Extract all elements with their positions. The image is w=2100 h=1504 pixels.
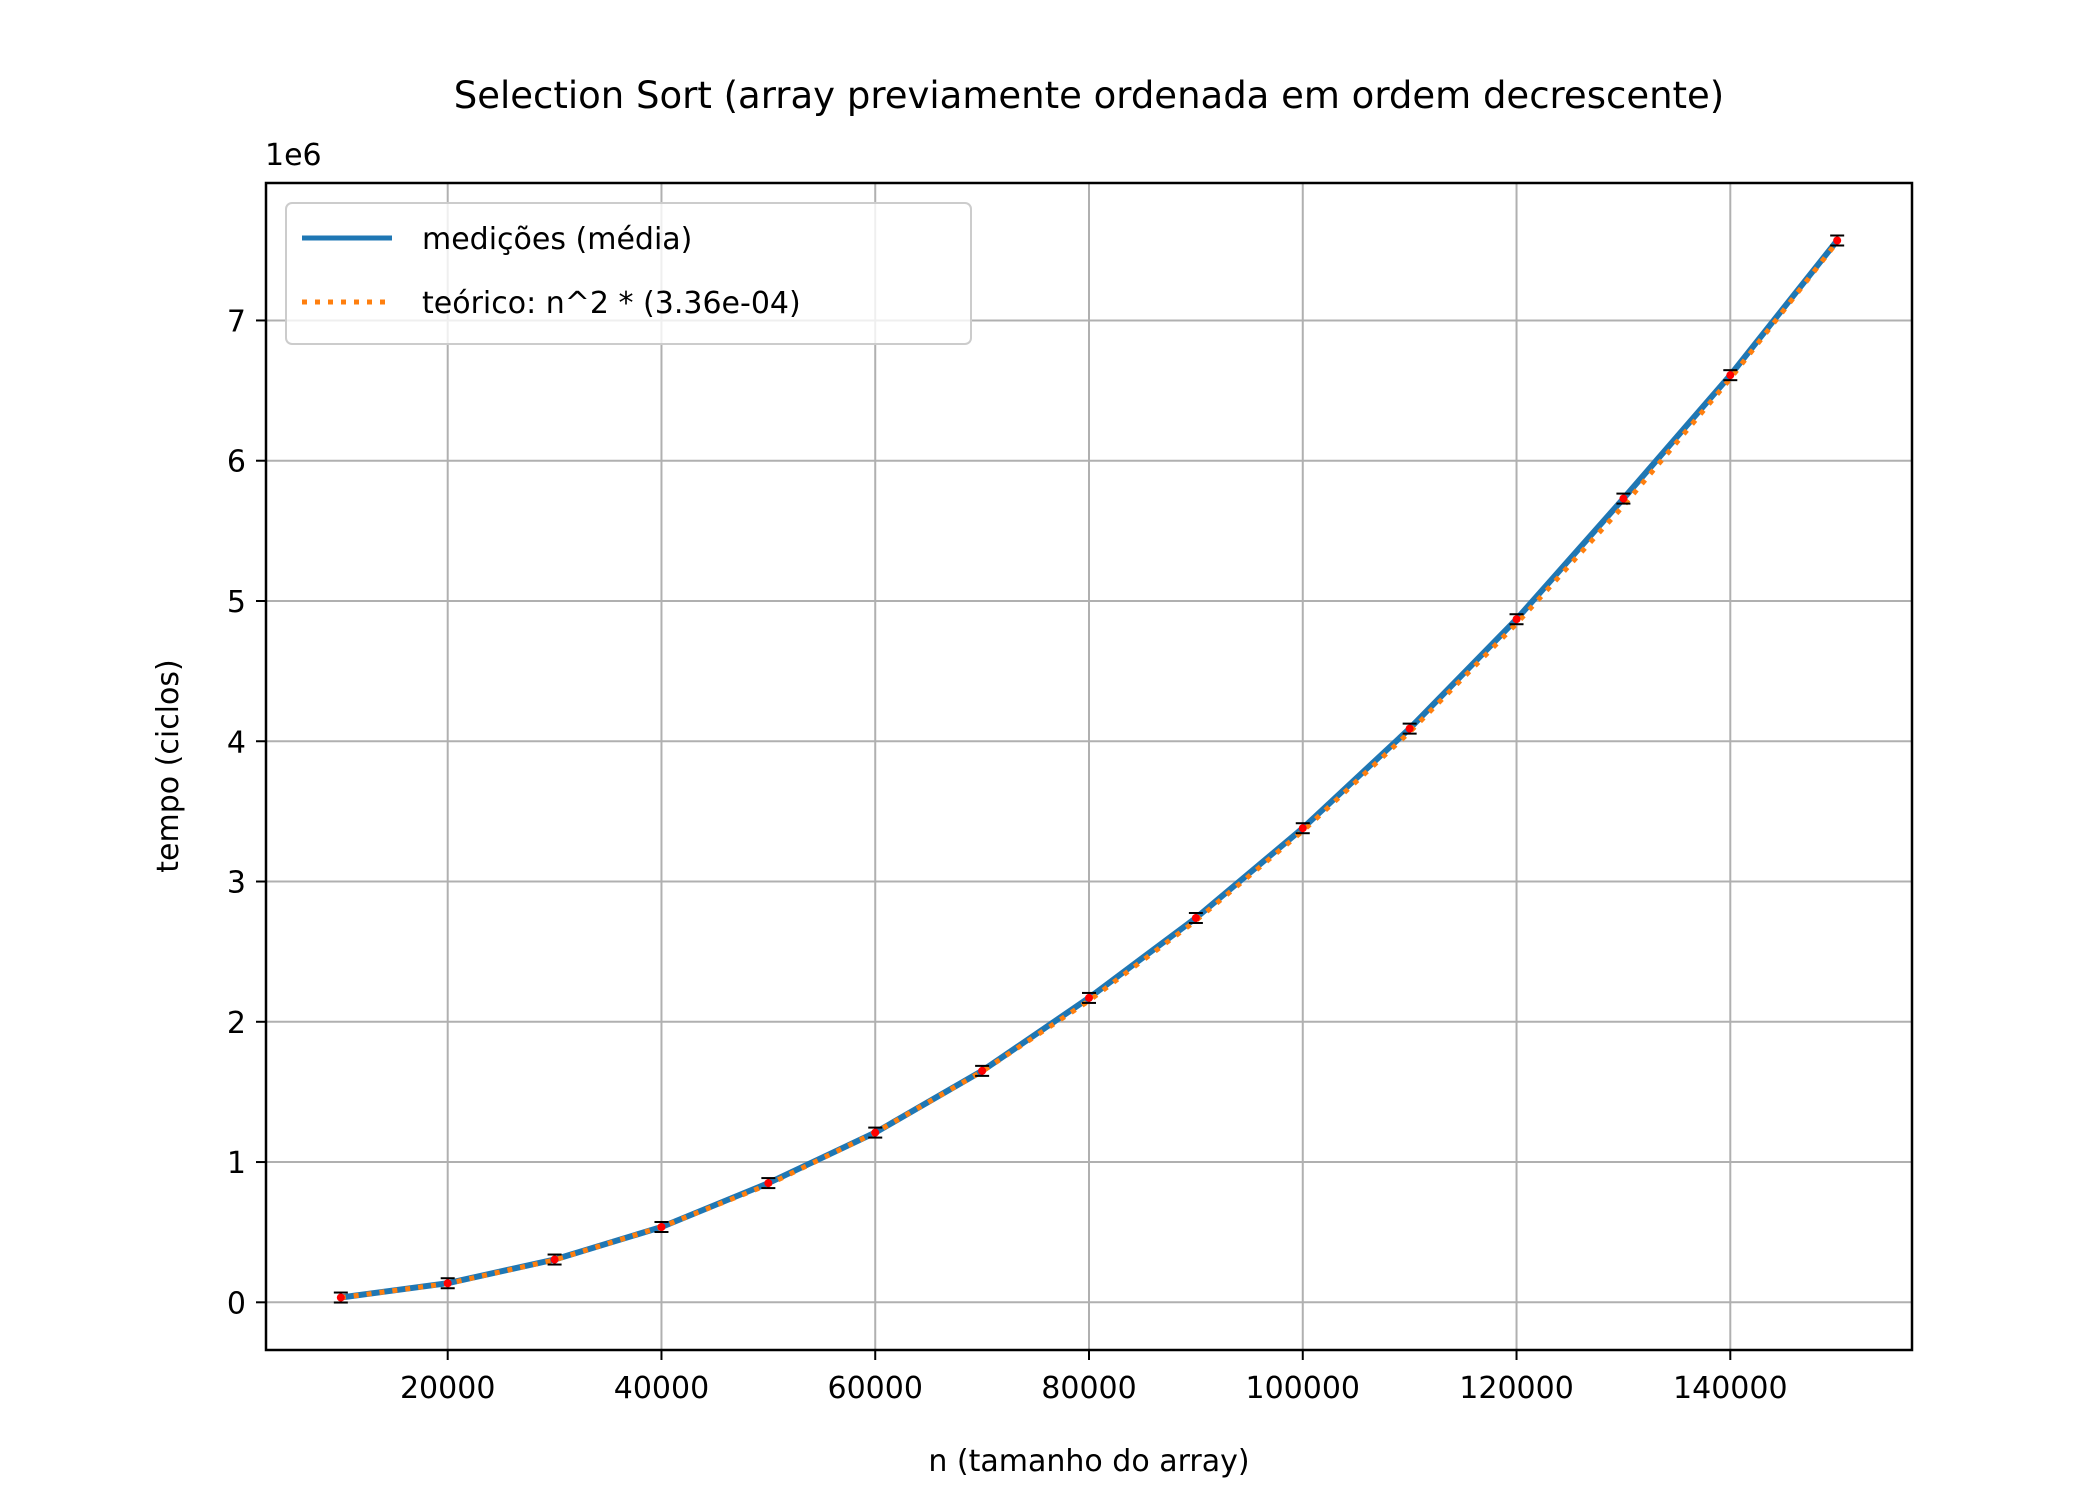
data-point-measurement xyxy=(657,1222,666,1231)
y-tick-label: 2 xyxy=(227,1006,246,1041)
marker-layer xyxy=(333,234,1845,1304)
y-tick-label: 7 xyxy=(227,304,246,339)
data-point-measurement xyxy=(443,1279,452,1288)
data-point-measurement xyxy=(336,1293,345,1302)
data-point-measurement xyxy=(550,1255,559,1264)
x-axis-label: n (tamanho do array) xyxy=(928,1444,1249,1479)
data-point-measurement xyxy=(1191,913,1200,922)
y-tick-label: 0 xyxy=(227,1286,246,1321)
x-axis: 20000 40000 60000 80000 100000 120000 140000 xyxy=(400,1350,1788,1406)
y-tick-label: 5 xyxy=(227,585,246,620)
data-point-measurement xyxy=(1512,615,1521,624)
legend: medições (média) teórico: n^2 * (3.36e-0… xyxy=(285,202,972,345)
data-point-measurement xyxy=(1405,724,1414,733)
y-axis-label: tempo (ciclos) xyxy=(151,659,186,872)
legend-box xyxy=(285,202,972,345)
data-point-measurement xyxy=(1298,824,1307,833)
x-tick-label: 80000 xyxy=(1041,1371,1136,1406)
y-tick-label: 4 xyxy=(227,725,246,760)
data-point-measurement xyxy=(1085,993,1093,1002)
x-tick-label: 60000 xyxy=(828,1371,923,1406)
data-point-measurement xyxy=(1726,371,1735,380)
data-point-measurement xyxy=(764,1179,773,1188)
x-tick-label: 120000 xyxy=(1459,1371,1574,1406)
y-axis: 0 1 2 3 4 5 6 7 xyxy=(227,304,266,1321)
x-tick-label: 100000 xyxy=(1246,1371,1361,1406)
x-tick-label: 140000 xyxy=(1673,1371,1788,1406)
legend-label-measurements: medições (média) xyxy=(422,222,692,257)
data-point-measurement xyxy=(1619,494,1628,503)
y-offset-label: 1e6 xyxy=(265,138,322,173)
x-tick-label: 20000 xyxy=(400,1371,495,1406)
x-tick-label: 40000 xyxy=(614,1371,709,1406)
y-tick-label: 1 xyxy=(227,1146,246,1181)
data-point-measurement xyxy=(978,1066,987,1075)
y-tick-label: 3 xyxy=(227,866,246,901)
grid-layer xyxy=(266,183,1912,1350)
chart-title: Selection Sort (array previamente ordena… xyxy=(454,74,1724,117)
y-tick-label: 6 xyxy=(227,445,246,480)
data-point-measurement xyxy=(871,1128,880,1137)
data-point-measurement xyxy=(1833,236,1842,245)
legend-label-theoretical: teórico: n^2 * (3.36e-04) xyxy=(422,286,801,321)
